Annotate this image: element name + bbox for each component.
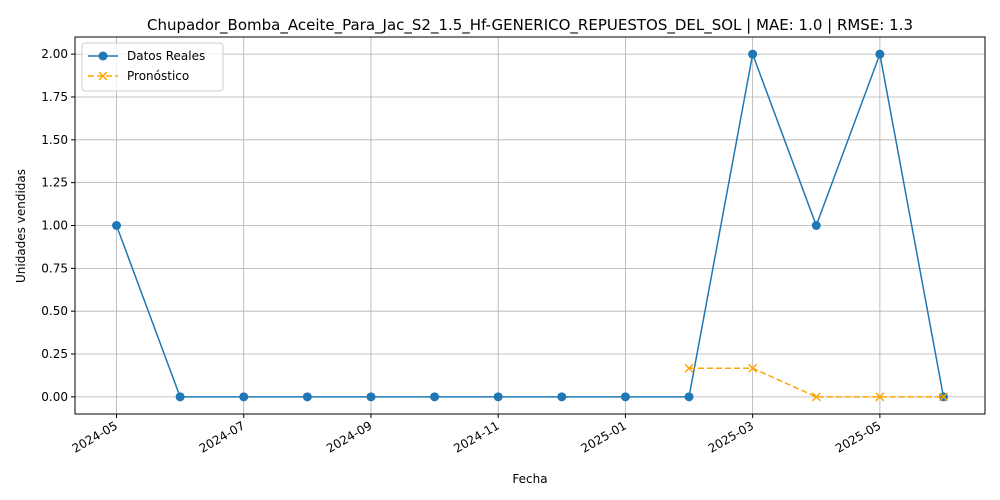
- data-point: [366, 392, 376, 402]
- legend-frame: [81, 42, 224, 92]
- data-point: [430, 392, 440, 402]
- y-tick-label: 0.00: [41, 390, 68, 404]
- y-tick-label: 0.25: [41, 347, 68, 361]
- y-tick-label: 0.75: [41, 261, 68, 275]
- data-point: [239, 392, 249, 402]
- series-layer: [112, 49, 949, 402]
- legend-label: Datos Reales: [127, 49, 205, 63]
- legend-swatch-marker: [98, 51, 108, 61]
- legend-item: Pronóstico: [88, 69, 189, 83]
- data-point: [175, 392, 185, 402]
- y-tick-label: 1.25: [41, 176, 68, 190]
- legend-label: Pronóstico: [127, 69, 189, 83]
- data-point: [748, 49, 758, 59]
- data-point: [875, 392, 885, 402]
- y-tick-label: 2.00: [41, 47, 68, 61]
- x-axis-label: Fecha: [512, 472, 547, 486]
- data-point: [938, 392, 949, 402]
- data-point: [557, 392, 567, 402]
- legend: Datos Reales Pronóstico: [81, 42, 224, 92]
- data-point: [112, 221, 121, 230]
- series-line: [689, 367, 944, 398]
- y-tick-label: 1.50: [41, 133, 68, 147]
- data-point: [811, 221, 821, 230]
- y-tick-label: 1.75: [41, 90, 68, 104]
- y-tick-label: 1.00: [41, 219, 68, 233]
- data-point: [875, 49, 885, 59]
- data-point: [493, 392, 503, 402]
- y-tick-label: 0.50: [41, 304, 68, 318]
- data-point: [302, 392, 312, 402]
- series-datos-reales: [112, 49, 948, 402]
- y-axis-label: Unidades vendidas: [14, 169, 28, 283]
- series-pron-stico: [684, 363, 949, 402]
- legend-item: Datos Reales: [88, 49, 205, 63]
- data-point: [684, 392, 694, 402]
- legend-swatch-marker: [98, 71, 108, 81]
- series-line: [115, 51, 945, 398]
- data-point: [811, 392, 821, 402]
- data-point: [620, 392, 630, 402]
- chart-title: Chupador_Bomba_Aceite_Para_Jac_S2_1.5_Hf…: [147, 16, 913, 35]
- data-point: [748, 363, 758, 373]
- data-point: [684, 363, 694, 373]
